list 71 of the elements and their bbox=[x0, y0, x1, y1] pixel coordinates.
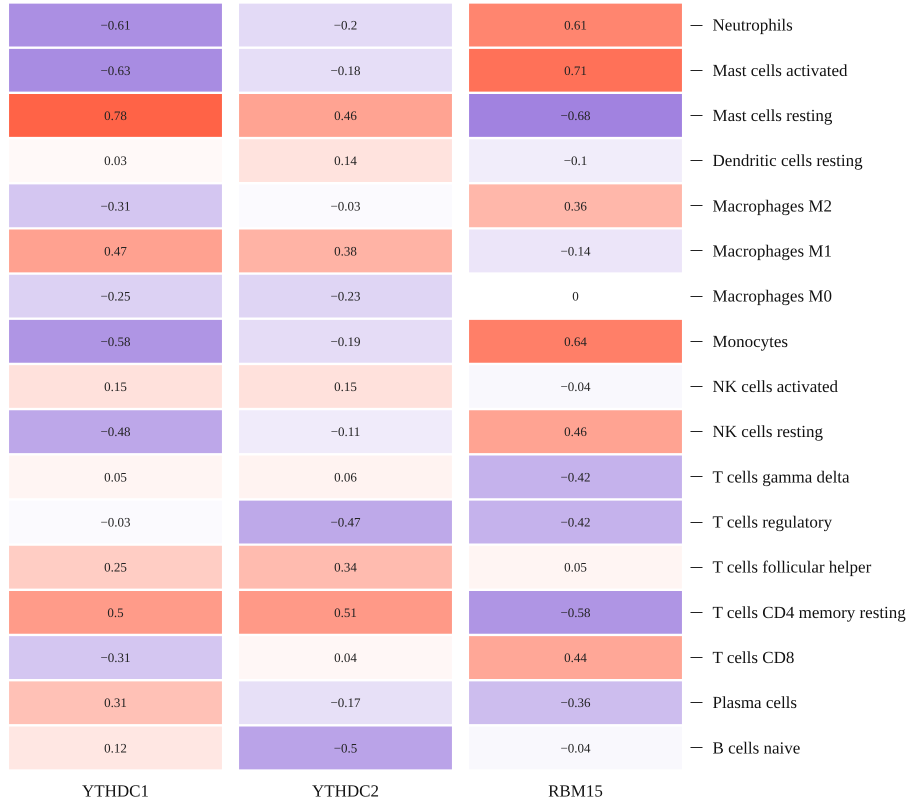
data-label: −0.31 bbox=[100, 198, 131, 214]
data-label: −0.04 bbox=[560, 740, 592, 756]
data-label: 0.15 bbox=[334, 379, 357, 394]
y-tick-label: Macrophages M2 bbox=[712, 196, 832, 216]
data-label: −0.61 bbox=[100, 18, 131, 33]
data-label: −0.36 bbox=[560, 695, 592, 710]
y-tick-label: T cells gamma delta bbox=[712, 467, 850, 486]
data-label: 0.78 bbox=[104, 108, 127, 123]
data-label: −0.63 bbox=[100, 62, 131, 78]
data-label: 0.34 bbox=[334, 560, 358, 575]
y-tick-label: T cells CD8 bbox=[712, 648, 794, 668]
data-label: 0.61 bbox=[564, 18, 587, 33]
y-tick-label: Mast cells resting bbox=[712, 106, 833, 125]
data-label: 0.47 bbox=[104, 243, 128, 258]
data-label: 0.15 bbox=[104, 379, 127, 394]
data-label: 0.14 bbox=[334, 153, 358, 168]
data-label: 0.03 bbox=[104, 153, 127, 168]
data-label: −0.47 bbox=[330, 514, 362, 530]
y-tick-label: B cells naive bbox=[712, 738, 800, 758]
data-label: −0.42 bbox=[560, 514, 591, 530]
data-label: 0.44 bbox=[564, 650, 588, 666]
data-label: −0.58 bbox=[560, 604, 591, 620]
data-label: −0.68 bbox=[560, 108, 591, 123]
data-label: −0.23 bbox=[330, 288, 361, 304]
y-tick-label: Macrophages M0 bbox=[712, 286, 832, 306]
data-label: 0.71 bbox=[564, 62, 587, 78]
data-label: −0.03 bbox=[330, 198, 361, 214]
data-label: −0.48 bbox=[100, 424, 131, 440]
data-label: 0.64 bbox=[564, 334, 588, 349]
y-tick-label: Mast cells activated bbox=[712, 60, 848, 80]
data-label: 0.12 bbox=[104, 740, 127, 756]
data-label: −0.2 bbox=[334, 18, 358, 33]
data-label: 0.46 bbox=[334, 108, 358, 123]
x-tick-label: YTHDC2 bbox=[312, 782, 380, 800]
data-label: 0.38 bbox=[334, 243, 357, 258]
y-tick-label: NK cells activated bbox=[712, 377, 839, 396]
data-label: −0.42 bbox=[560, 469, 591, 484]
data-label: 0.05 bbox=[564, 560, 587, 575]
data-label: −0.19 bbox=[330, 334, 361, 349]
y-tick-label: Monocytes bbox=[712, 332, 788, 351]
data-label: −0.04 bbox=[560, 379, 592, 394]
data-label: 0.04 bbox=[334, 650, 358, 666]
data-label: 0.31 bbox=[104, 695, 127, 710]
data-label: −0.5 bbox=[334, 740, 358, 756]
data-label: 0.46 bbox=[564, 424, 588, 440]
data-label: −0.1 bbox=[564, 153, 588, 168]
data-label: −0.11 bbox=[330, 424, 360, 440]
y-tick-label: T cells regulatory bbox=[712, 512, 833, 532]
data-label: −0.18 bbox=[330, 62, 361, 78]
data-label: −0.31 bbox=[100, 650, 131, 666]
y-tick-label: Dendritic cells resting bbox=[712, 151, 864, 170]
data-label: −0.14 bbox=[560, 243, 592, 258]
data-label: 0.51 bbox=[334, 604, 357, 620]
data-label: 0.06 bbox=[334, 469, 358, 484]
data-label: −0.17 bbox=[330, 695, 362, 710]
y-tick-label: Plasma cells bbox=[712, 693, 798, 712]
data-label: 0.5 bbox=[107, 604, 124, 620]
y-tick-label: T cells CD4 memory resting bbox=[712, 602, 906, 622]
y-tick-label: Neutrophils bbox=[712, 16, 793, 35]
data-label: 0.25 bbox=[104, 560, 127, 575]
y-tick-label: Macrophages M1 bbox=[712, 241, 832, 260]
y-tick-label: T cells follicular helper bbox=[712, 558, 872, 577]
data-label: 0.05 bbox=[104, 469, 127, 484]
x-tick-label: YTHDC1 bbox=[82, 782, 150, 800]
data-label: 0 bbox=[572, 288, 579, 304]
data-label: −0.58 bbox=[100, 334, 131, 349]
data-label: 0.36 bbox=[564, 198, 588, 214]
data-label: −0.25 bbox=[100, 288, 131, 304]
data-label: −0.03 bbox=[100, 514, 131, 530]
y-tick-label: NK cells resting bbox=[712, 422, 824, 442]
x-tick-label: RBM15 bbox=[548, 782, 603, 800]
